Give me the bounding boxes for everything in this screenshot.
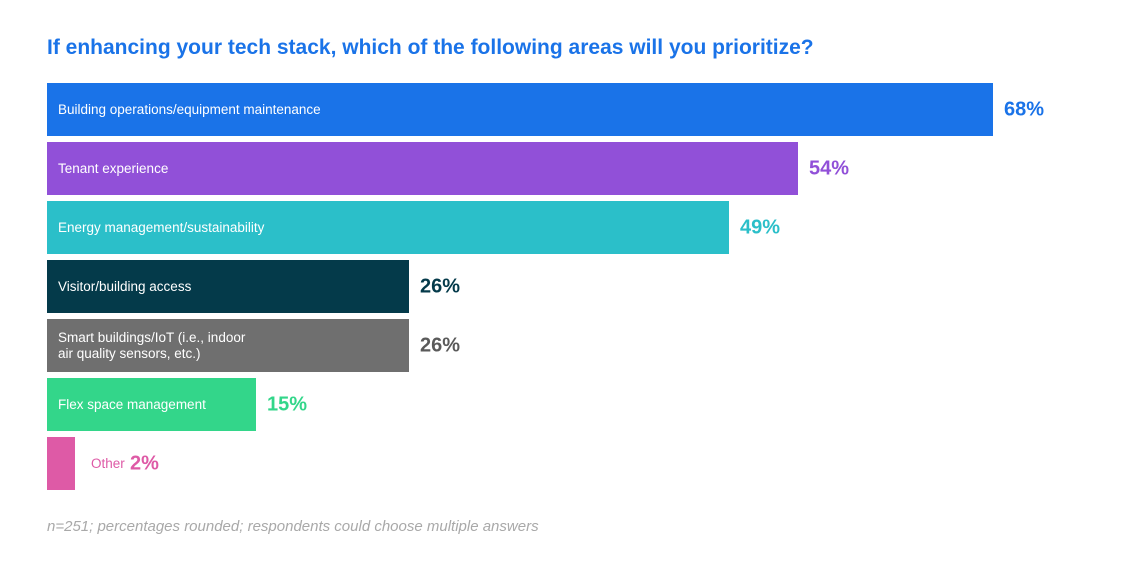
- bar-value-label: 49%: [740, 216, 781, 238]
- bar: Visitor/building access: [47, 260, 409, 313]
- bar-value-label: 26%: [420, 275, 461, 297]
- bar-row: Building operations/equipment maintenanc…: [47, 83, 1107, 136]
- bar-label: Tenant experience: [58, 160, 169, 176]
- bar-row: Visitor/building access 26%: [47, 260, 1107, 313]
- chart-footnote: n=251; percentages rounded; respondents …: [47, 518, 539, 535]
- bar-value-label: 54%: [809, 157, 850, 179]
- bar: Building operations/equipment maintenanc…: [47, 83, 993, 136]
- bar: Flex space management: [47, 378, 256, 431]
- bar-label: Energy management/sustainability: [58, 219, 265, 235]
- bar-label: Building operations/equipment maintenanc…: [58, 101, 321, 117]
- bar-label: Visitor/building access: [58, 278, 192, 294]
- bar-label: Flex space management: [58, 396, 206, 412]
- bar-row: Other 2%: [47, 437, 1107, 490]
- bar: Smart buildings/IoT (i.e., indoor air qu…: [47, 319, 409, 372]
- bar-row: Energy management/sustainability 49%: [47, 201, 1107, 254]
- chart-title: If enhancing your tech stack, which of t…: [47, 36, 814, 59]
- bar-row: Smart buildings/IoT (i.e., indoor air qu…: [47, 319, 1107, 372]
- bar-value-label: 15%: [267, 393, 308, 415]
- bar-value-label: 68%: [1004, 98, 1045, 120]
- bar-row: Flex space management 15%: [47, 378, 1107, 431]
- bar-row: Tenant experience 54%: [47, 142, 1107, 195]
- bar-value-label: 2%: [130, 452, 159, 474]
- bar: Tenant experience: [47, 142, 798, 195]
- bar-value-label: 26%: [420, 334, 461, 356]
- bar-chart: Building operations/equipment maintenanc…: [47, 83, 1107, 493]
- bar: [47, 437, 75, 490]
- bar-label: Smart buildings/IoT (i.e., indoor air qu…: [58, 329, 246, 361]
- bar: Energy management/sustainability: [47, 201, 729, 254]
- bar-label: Other: [91, 455, 125, 471]
